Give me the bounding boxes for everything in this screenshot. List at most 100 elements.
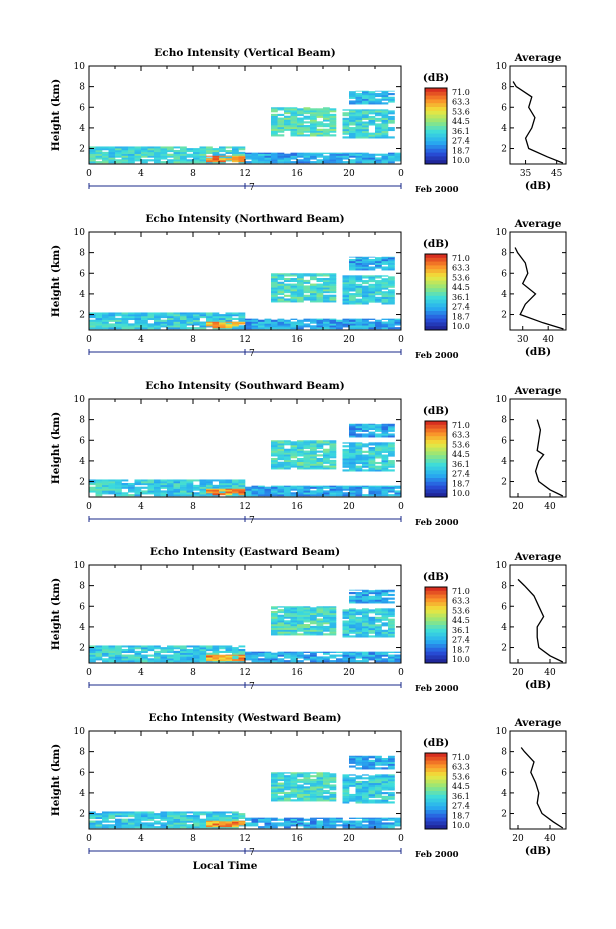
heatmap-cell	[258, 651, 265, 653]
heatmap-cell	[355, 319, 363, 322]
heatmap-cell	[297, 633, 304, 636]
heatmap-cell	[102, 321, 109, 324]
heatmap-cell	[167, 816, 174, 819]
heatmap-cell	[316, 618, 324, 621]
heatmap-cell	[388, 494, 395, 497]
heatmap-cell	[232, 155, 239, 157]
heatmap-cell	[342, 793, 350, 797]
heatmap-cell	[212, 813, 220, 816]
heatmap-cell	[277, 622, 285, 625]
heatmap-cell	[394, 321, 402, 324]
heatmap-cell	[193, 327, 200, 330]
heatmap-cell	[342, 281, 350, 285]
heatmap-cell	[388, 445, 395, 448]
heatmap-cell	[167, 645, 174, 648]
heatmap-cell	[355, 98, 363, 101]
heatmap-cell	[355, 96, 363, 99]
heatmap-cell	[310, 115, 317, 118]
heatmap-cell	[355, 90, 363, 92]
heatmap-cell	[108, 149, 116, 153]
heatmap-cell	[277, 448, 285, 451]
heatmap-cell	[329, 488, 337, 491]
average-x-tick-label: 40	[542, 335, 554, 345]
heatmap-cell	[362, 276, 369, 279]
heatmap-cell	[310, 656, 317, 659]
heatmap-cell	[329, 319, 337, 322]
x-axis-label: Local Time	[193, 860, 258, 872]
heatmap-cell	[290, 612, 298, 616]
heatmap-cell	[147, 660, 155, 663]
heatmap-cell	[225, 481, 233, 484]
heatmap-cell	[329, 631, 337, 634]
heatmap-cell	[362, 817, 369, 819]
heatmap-cell	[355, 119, 363, 122]
heatmap-cell	[355, 289, 363, 292]
heatmap-cell	[225, 149, 233, 153]
heatmap-cell	[297, 652, 304, 655]
heatmap-cell	[271, 458, 278, 461]
heatmap-cell	[193, 656, 200, 659]
heatmap-cell	[186, 484, 194, 487]
heatmap-cell	[368, 775, 376, 778]
heatmap-cell	[199, 652, 207, 655]
heatmap-cell	[121, 148, 129, 151]
heatmap-cell	[284, 274, 291, 277]
heatmap-cell	[290, 822, 298, 825]
heatmap-cell	[388, 266, 395, 269]
x-tick-label: 12	[239, 335, 250, 345]
heatmap-cell	[388, 626, 395, 629]
heatmap-cell	[388, 590, 395, 593]
heatmap-cell	[355, 134, 363, 137]
heatmap-cell	[180, 822, 187, 825]
heatmap-cell	[167, 155, 174, 158]
heatmap-cell	[173, 479, 181, 482]
heatmap-cell	[193, 492, 200, 495]
heatmap-cell	[167, 658, 174, 661]
heatmap-cell	[375, 119, 382, 122]
heatmap-cell	[342, 629, 350, 632]
heatmap-cell	[128, 494, 135, 497]
heatmap-cell	[362, 100, 369, 103]
heatmap-cell	[102, 492, 109, 495]
heatmap-cell	[323, 132, 330, 135]
heatmap-cell	[277, 788, 285, 791]
heatmap-cell	[303, 616, 311, 619]
heatmap-cell	[297, 795, 304, 798]
heatmap-cell	[329, 157, 337, 160]
heatmap-cell	[173, 159, 181, 162]
heatmap-cell	[349, 616, 356, 619]
heatmap-cell	[303, 609, 311, 612]
heatmap-cell	[277, 121, 285, 124]
heatmap-cell	[381, 424, 389, 427]
heatmap-cell	[128, 155, 135, 158]
heatmap-cell	[381, 797, 389, 800]
heatmap-cell	[349, 488, 356, 491]
heatmap-cell	[199, 482, 207, 486]
heatmap-cell	[375, 774, 382, 776]
heatmap-cell	[271, 786, 278, 789]
heatmap-cell	[381, 614, 389, 618]
heatmap-cell	[297, 625, 304, 629]
heatmap-cell	[310, 461, 317, 464]
heatmap-cell	[368, 465, 376, 468]
heatmap-cell	[355, 775, 363, 778]
heatmap-cell	[128, 317, 135, 320]
heatmap-cell	[349, 325, 356, 328]
heatmap-cell	[375, 599, 382, 602]
heatmap-cell	[167, 314, 174, 317]
heatmap-cell	[368, 443, 376, 446]
heatmap-cell	[160, 826, 168, 829]
heatmap-cell	[290, 279, 298, 283]
heatmap-cell	[323, 119, 330, 122]
heatmap-cell	[297, 458, 304, 461]
heatmap-cell	[141, 151, 148, 154]
heatmap-cell	[89, 151, 96, 154]
heatmap-cell	[115, 490, 122, 493]
heatmap-cell	[284, 616, 291, 619]
heatmap-cell	[277, 119, 285, 122]
heatmap-cell	[128, 811, 135, 814]
colorbar-segment	[425, 764, 447, 769]
heatmap-cell	[355, 454, 363, 457]
heatmap-cell	[121, 820, 129, 823]
